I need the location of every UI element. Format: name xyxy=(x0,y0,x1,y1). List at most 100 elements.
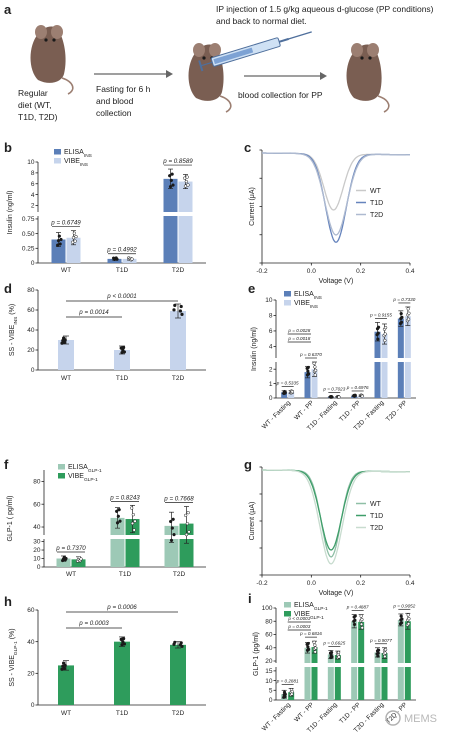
data-point xyxy=(132,528,136,532)
data-point xyxy=(116,514,120,518)
pvalue-label: p = 0.7330 xyxy=(392,297,415,302)
diet-text: Regular diet (WT, T1D, T2D) xyxy=(18,88,58,122)
data-point xyxy=(376,651,380,655)
y-axis-label: Current (μA) xyxy=(249,187,256,226)
data-point xyxy=(312,640,316,644)
x-tick-label: T1D xyxy=(116,710,129,717)
y-tick-label: 20 xyxy=(33,547,41,554)
bar xyxy=(125,539,140,567)
y-tick-label: 0.75 xyxy=(22,216,35,223)
y-tick-label: 80 xyxy=(33,479,41,486)
bar xyxy=(164,539,179,567)
data-point xyxy=(383,651,387,655)
arrowhead-icon xyxy=(166,70,173,78)
data-point xyxy=(329,650,334,655)
data-point xyxy=(313,368,318,373)
chart-i: i 0 5 10 15 20 40 60 80 100 GLP-1 (pg/ml) WT - Fast… xyxy=(248,591,416,734)
pvalue-label: p = 0.9052 xyxy=(392,603,415,608)
data-point xyxy=(60,341,64,345)
y-tick-label: 20 xyxy=(265,658,273,665)
bar xyxy=(179,539,194,567)
y-axis-label: GLP-1 (pg/ml) xyxy=(253,632,260,676)
arrowhead-icon xyxy=(320,72,327,80)
bar xyxy=(281,392,288,398)
data-point xyxy=(121,640,125,644)
data-point xyxy=(383,325,388,330)
y-tick-label: 2 xyxy=(269,366,273,373)
y-tick-label: 40 xyxy=(265,645,273,652)
y-tick-label: 0 xyxy=(269,697,273,704)
bracket-label: p = 0.0006 xyxy=(106,604,137,611)
data-point xyxy=(58,242,62,246)
x-tick-label: WT - PP xyxy=(293,399,315,421)
bar xyxy=(122,258,137,263)
data-point xyxy=(115,257,119,261)
data-point xyxy=(79,557,83,561)
data-point xyxy=(180,644,184,648)
data-point xyxy=(313,643,317,647)
bracket-label: p = 0.0003 xyxy=(78,620,109,627)
pvalue-label: p = 0.8243 xyxy=(109,494,140,501)
pvalue-label: p = 0.7023 xyxy=(322,386,345,391)
data-point xyxy=(360,394,364,398)
bracket-label: p < 0.0001 xyxy=(287,616,310,621)
x-tick-label: 0.0 xyxy=(307,580,316,587)
bracket-label: p = 0.0018 xyxy=(287,336,310,341)
x-tick-label: WT - Fasting xyxy=(261,701,292,732)
data-point xyxy=(179,304,183,309)
data-point xyxy=(172,308,176,312)
y-tick-label: 40 xyxy=(33,524,41,531)
data-point xyxy=(353,618,357,622)
bar xyxy=(58,340,74,370)
legend-label: VIBEGLP-1 xyxy=(68,473,98,483)
bar xyxy=(358,621,365,663)
data-point xyxy=(306,647,311,652)
legend-label: T2D xyxy=(370,525,383,532)
legend-label: ELISAGLP-1 xyxy=(294,602,328,612)
data-point xyxy=(313,373,317,377)
series-line xyxy=(262,469,410,551)
series-line xyxy=(262,152,410,236)
legend-swatch xyxy=(284,611,291,617)
panel-label: b xyxy=(4,140,12,155)
x-tick-label: T1D - PP xyxy=(338,399,362,423)
panel-label: d xyxy=(4,281,12,296)
bar xyxy=(334,667,341,700)
legend-swatch xyxy=(54,158,61,164)
x-tick-label: WT xyxy=(61,710,71,717)
data-point xyxy=(376,337,380,341)
data-point xyxy=(399,621,404,625)
legend-swatch xyxy=(58,473,65,479)
y-tick-label: 60 xyxy=(27,607,35,614)
pvalue-label: p = 0.6625 xyxy=(322,640,345,645)
data-point xyxy=(406,613,410,617)
series-line xyxy=(262,469,410,565)
series-line xyxy=(262,469,410,558)
data-point xyxy=(353,614,357,618)
data-point xyxy=(60,667,64,671)
data-point xyxy=(130,257,134,261)
legend-label: WT xyxy=(370,188,382,195)
y-tick-label: 0 xyxy=(37,564,41,571)
data-point xyxy=(122,637,126,641)
x-tick-label: -0.2 xyxy=(256,580,268,587)
data-point xyxy=(283,692,287,696)
data-point xyxy=(64,556,68,561)
bar xyxy=(304,667,311,700)
chart-e: e 0 1 2 4 6 8 10 Insulin (ng/ml) WT - Fasting p = … xyxy=(248,281,416,432)
y-axis-label: SS - VIBEGLP-1 (%) xyxy=(9,628,19,686)
data-point xyxy=(406,317,411,321)
y-tick-label: 0 xyxy=(31,702,35,709)
data-point xyxy=(184,513,188,518)
y-axis-label: Insulin (ng/ml) xyxy=(251,327,258,371)
y-tick-label: 2 xyxy=(31,203,35,210)
legend-label: T1D xyxy=(370,513,383,520)
bar xyxy=(397,619,404,663)
x-tick-label: WT xyxy=(66,571,76,578)
y-tick-label: 0 xyxy=(31,367,35,374)
x-tick-label: 0.2 xyxy=(356,268,365,275)
bar xyxy=(404,621,411,663)
panel-label: f xyxy=(4,457,9,472)
x-tick-label: T2D xyxy=(172,710,185,717)
